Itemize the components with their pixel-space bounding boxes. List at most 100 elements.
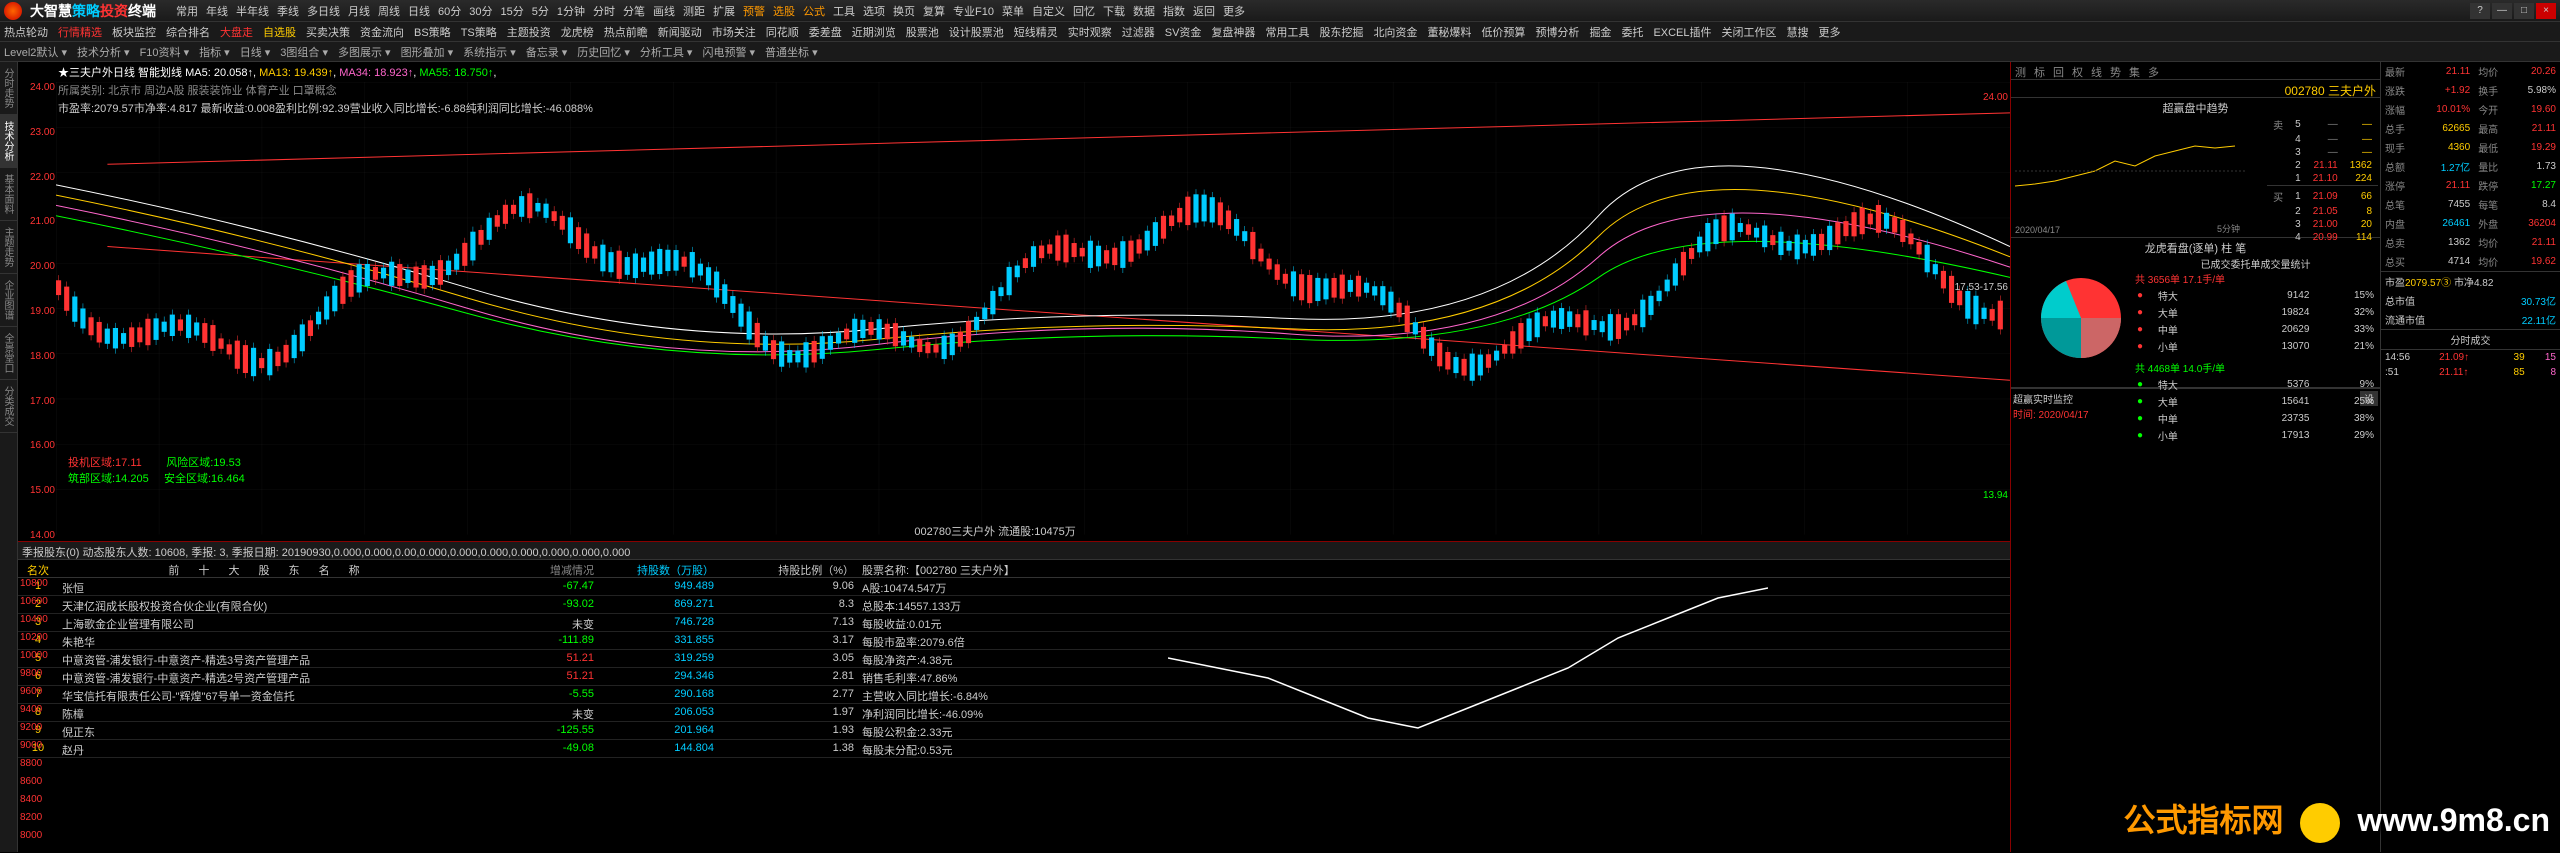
rp-tab[interactable]: 势 (2110, 64, 2121, 77)
left-tab[interactable]: 企业图谱 (0, 274, 17, 327)
top-menu-item[interactable]: 复算 (923, 3, 945, 19)
toolbar-item[interactable]: SV资金 (1165, 24, 1202, 40)
top-menu-item[interactable]: 预警 (743, 3, 765, 19)
toolbar-item[interactable]: 资金流向 (360, 24, 404, 40)
rp-tab[interactable]: 集 (2129, 64, 2140, 77)
toolbar2-item[interactable]: F10资料 ▾ (140, 44, 190, 60)
rp-tab[interactable]: 测 (2015, 64, 2026, 77)
top-menu-item[interactable]: 年线 (206, 3, 228, 19)
toolbar-item[interactable]: 主题投资 (507, 24, 551, 40)
top-menu-item[interactable]: 周线 (378, 3, 400, 19)
top-menu-item[interactable]: 菜单 (1002, 3, 1024, 19)
left-tab[interactable]: 主题走势 (0, 221, 17, 274)
toolbar-item[interactable]: 董秘爆料 (1427, 24, 1471, 40)
toolbar-item[interactable]: 短线精灵 (1014, 24, 1058, 40)
toolbar-item[interactable]: 更多 (1819, 24, 1841, 40)
toolbar-item[interactable]: 慧搜 (1787, 24, 1809, 40)
toolbar2-item[interactable]: 备忘录 ▾ (526, 44, 568, 60)
toolbar-item[interactable]: 常用工具 (1265, 24, 1309, 40)
toolbar-item[interactable]: 北向资金 (1373, 24, 1417, 40)
toolbar-item[interactable]: 股票池 (906, 24, 939, 40)
top-menu-item[interactable]: 指数 (1163, 3, 1185, 19)
candlestick-chart[interactable]: ★三夫户外日线 智能划线 MA5: 20.058↑, MA13: 19.439↑… (18, 62, 2010, 542)
toolbar-item[interactable]: 板块监控 (112, 24, 156, 40)
top-menu-item[interactable]: 日线 (408, 3, 430, 19)
top-menu-item[interactable]: 更多 (1223, 3, 1245, 19)
top-menu-item[interactable]: 月线 (348, 3, 370, 19)
toolbar-item[interactable]: 行情精选 (58, 24, 102, 40)
top-menu-item[interactable]: 专业F10 (953, 3, 994, 19)
toolbar-item[interactable]: 委差盘 (809, 24, 842, 40)
left-tab[interactable]: 基本面料 (0, 168, 17, 221)
toolbar-item[interactable]: 买卖决策 (306, 24, 350, 40)
toolbar2-item[interactable]: 历史回忆 ▾ (577, 44, 630, 60)
toolbar-item[interactable]: TS策略 (461, 24, 497, 40)
toolbar2-item[interactable]: 分析工具 ▾ (640, 44, 693, 60)
toolbar2-item[interactable]: 日线 ▾ (240, 44, 271, 60)
top-menu-item[interactable]: 画线 (653, 3, 675, 19)
top-menu-item[interactable]: 工具 (833, 3, 855, 19)
toolbar-item[interactable]: 龙虎榜 (561, 24, 594, 40)
toolbar-item[interactable]: 实时观察 (1068, 24, 1112, 40)
top-menu-item[interactable]: 30分 (469, 3, 492, 19)
top-menu-item[interactable]: 换页 (893, 3, 915, 19)
help-button[interactable]: ? (2470, 3, 2490, 19)
rp-tab[interactable]: 标 (2034, 64, 2045, 77)
top-menu-item[interactable]: 测距 (683, 3, 705, 19)
toolbar-item[interactable]: 低价预算 (1481, 24, 1525, 40)
toolbar-item[interactable]: 近期浏览 (852, 24, 896, 40)
minimize-button[interactable]: — (2492, 3, 2512, 19)
top-menu-item[interactable]: 选项 (863, 3, 885, 19)
left-tab[interactable]: 分时走势 (0, 62, 17, 115)
left-tab[interactable]: 全景堂口 (0, 327, 17, 380)
toolbar-item[interactable]: 同花顺 (766, 24, 799, 40)
close-button[interactable]: × (2536, 3, 2556, 19)
maximize-button[interactable]: □ (2514, 3, 2534, 19)
toolbar2-item[interactable]: 闪电预警 ▾ (702, 44, 755, 60)
top-menu-item[interactable]: 60分 (438, 3, 461, 19)
top-menu-item[interactable]: 半年线 (236, 3, 269, 19)
top-menu-item[interactable]: 扩展 (713, 3, 735, 19)
toolbar-item[interactable]: EXCEL插件 (1653, 24, 1711, 40)
rp-tab[interactable]: 多 (2148, 64, 2159, 77)
toolbar-item[interactable]: 掘金 (1589, 24, 1611, 40)
toolbar2-item[interactable]: 3图组合 ▾ (280, 44, 328, 60)
top-menu-item[interactable]: 分笔 (623, 3, 645, 19)
toolbar2-item[interactable]: 指标 ▾ (199, 44, 230, 60)
top-menu-item[interactable]: 返回 (1193, 3, 1215, 19)
toolbar-item[interactable]: 综合排名 (166, 24, 210, 40)
left-tab[interactable]: 技术分析 (0, 115, 17, 168)
top-menu-item[interactable]: 1分钟 (557, 3, 585, 19)
toolbar-item[interactable]: BS策略 (414, 24, 451, 40)
toolbar-item[interactable]: 设计股票池 (949, 24, 1004, 40)
top-menu-item[interactable]: 自定义 (1032, 3, 1065, 19)
toolbar2-item[interactable]: 技术分析 ▾ (77, 44, 130, 60)
top-menu-item[interactable]: 回忆 (1073, 3, 1095, 19)
toolbar2-item[interactable]: 图形叠加 ▾ (401, 44, 454, 60)
toolbar-item[interactable]: 复盘神器 (1211, 24, 1255, 40)
toolbar-item[interactable]: 市场关注 (712, 24, 756, 40)
toolbar2-item[interactable]: 普通坐标 ▾ (765, 44, 818, 60)
top-menu-item[interactable]: 15分 (501, 3, 524, 19)
top-menu-item[interactable]: 公式 (803, 3, 825, 19)
top-menu-item[interactable]: 数据 (1133, 3, 1155, 19)
toolbar-item[interactable]: 委托 (1621, 24, 1643, 40)
top-menu-item[interactable]: 5分 (532, 3, 549, 19)
toolbar2-item[interactable]: 系统指示 ▾ (463, 44, 516, 60)
toolbar-item[interactable]: 预博分析 (1535, 24, 1579, 40)
top-menu-item[interactable]: 多日线 (307, 3, 340, 19)
rp-tab[interactable]: 回 (2053, 64, 2064, 77)
top-menu-item[interactable]: 下载 (1103, 3, 1125, 19)
left-tab[interactable]: 分类成交 (0, 380, 17, 433)
toolbar-item[interactable]: 股东挖掘 (1319, 24, 1363, 40)
toolbar-item[interactable]: 热点轮动 (4, 24, 48, 40)
toolbar2-item[interactable]: 多图展示 ▾ (338, 44, 391, 60)
toolbar-item[interactable]: 新闻驱动 (658, 24, 702, 40)
toolbar2-item[interactable]: Level2默认 ▾ (4, 44, 67, 60)
top-menu-item[interactable]: 季线 (277, 3, 299, 19)
toolbar-item[interactable]: 关闭工作区 (1722, 24, 1777, 40)
toolbar-item[interactable]: 自选股 (263, 24, 296, 40)
toolbar-item[interactable]: 过滤器 (1122, 24, 1155, 40)
toolbar-item[interactable]: 大盘走 (220, 24, 253, 40)
rp-tab[interactable]: 线 (2091, 64, 2102, 77)
